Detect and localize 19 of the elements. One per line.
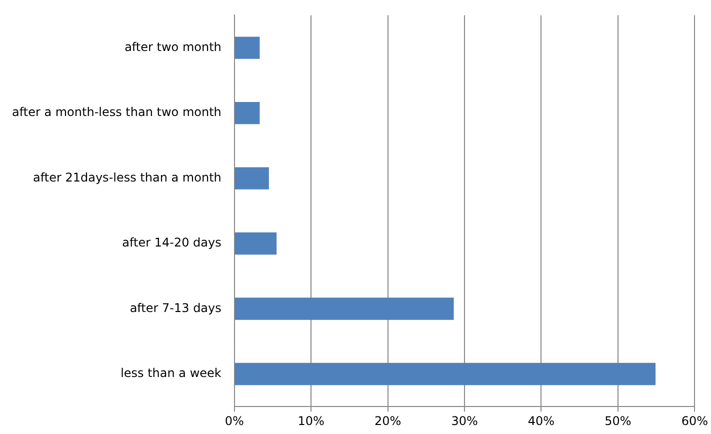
x-tick-label: 60% [681,414,708,428]
x-tick-label: 50% [604,414,632,428]
y-tick-label: after 21days-less than a month [33,170,222,184]
x-tick-label: 0% [224,414,244,428]
x-tick-label: 20% [374,414,402,428]
bar [234,362,656,386]
y-tick-label: after two month [124,40,222,54]
x-tick-label: 10% [298,414,324,428]
bar [234,167,269,190]
bar [234,102,260,124]
y-tick-label: less than a week [120,366,222,380]
bar [234,36,260,59]
bar [234,232,277,255]
bar [234,298,454,320]
y-tick-label: after 14-20 days [122,236,222,250]
x-tick-label: 40% [528,414,555,428]
y-tick-label: after a month-less than two month [12,105,222,120]
y-tick-label: after 7-13 days [130,300,222,315]
x-tick-label: 30% [451,414,478,428]
